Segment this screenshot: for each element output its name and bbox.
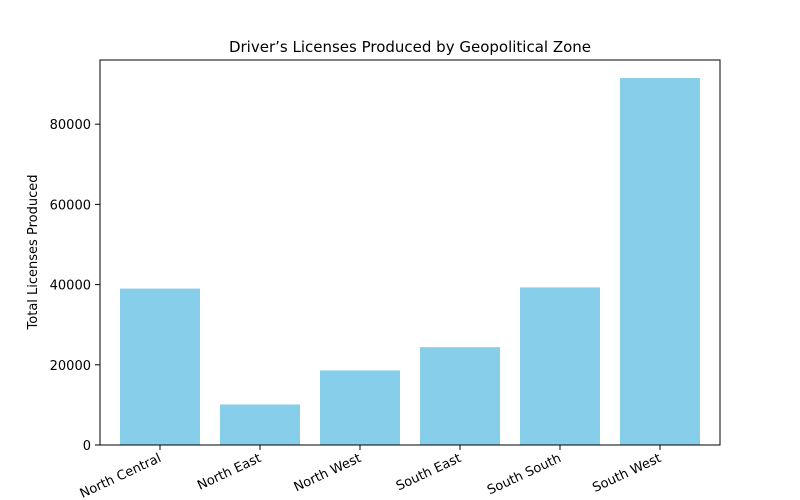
bar-south-east: [420, 347, 500, 445]
x-tick-label: South West: [590, 451, 663, 496]
x-tick-label: North Central: [78, 451, 164, 500]
y-tick-label: 40000: [50, 279, 91, 294]
chart-title: Driver’s Licenses Produced by Geopolitic…: [229, 38, 591, 56]
plot-frame: [99, 59, 721, 446]
bar-north-east: [220, 404, 300, 445]
bars-layer: [120, 78, 700, 445]
bar-north-west: [320, 370, 400, 445]
bar-south-south: [520, 287, 600, 445]
x-axis-ticks: North Central North East North West South E…: [78, 445, 664, 500]
y-axis-ticks: 0 20000 40000 60000 80000: [50, 118, 100, 454]
x-tick-label: North West: [292, 451, 364, 495]
y-tick-label: 20000: [50, 359, 91, 374]
y-axis-label: Total Licenses Produced: [26, 175, 41, 331]
x-tick-label: North East: [195, 451, 263, 494]
bar-north-central: [120, 288, 200, 445]
bar-south-west: [620, 78, 700, 445]
y-tick-label: 80000: [50, 118, 91, 133]
y-tick-label: 0: [83, 439, 91, 454]
x-tick-label: South South: [485, 451, 564, 498]
x-tick-label: South East: [394, 451, 464, 494]
y-tick-label: 60000: [50, 198, 91, 213]
